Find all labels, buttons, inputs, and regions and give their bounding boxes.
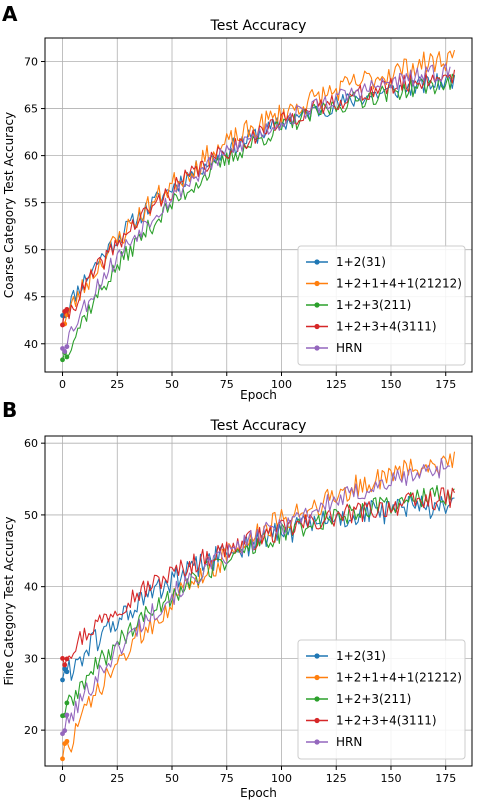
series-start-point (64, 306, 70, 312)
series-start-point (60, 655, 65, 661)
x-tick-label: 100 (271, 772, 292, 785)
x-tick-label: 125 (326, 378, 347, 391)
plot-frame (44, 435, 473, 767)
y-tick-label: 60 (24, 437, 38, 450)
series-start-point (64, 669, 70, 675)
y-tick-label: 65 (24, 103, 38, 116)
legend-box (297, 245, 466, 366)
y-tick-label: 40 (24, 581, 38, 594)
y-tick-label: 60 (24, 150, 38, 163)
x-tick-label: 75 (220, 378, 234, 391)
y-tick-label: 70 (24, 56, 38, 69)
y-tick-label: 45 (24, 291, 38, 304)
plot-frame (44, 37, 473, 373)
series-start-point (60, 756, 65, 762)
x-axis-label: Epoch (240, 388, 277, 402)
legend-entry: 1+2+3(211) (336, 298, 411, 312)
y-tick-label: 20 (24, 724, 38, 737)
legend-entry: 1+2+3+4(3111) (336, 714, 437, 728)
series-start-point (64, 700, 70, 706)
series-start-point (62, 662, 68, 668)
legend-marker (314, 717, 320, 724)
legend-box (297, 639, 466, 760)
fine-accuracy-chart: 0 25 50 75 100 125 150 175 20 30 40 50 60 Test Accura… (2, 418, 473, 800)
series-line (62, 485, 455, 717)
legend-entry: 1+2+1+4+1(21212) (336, 277, 462, 291)
y-tick-label: 50 (24, 244, 38, 257)
y-tick-label: 50 (24, 509, 38, 522)
x-axis-label: Epoch (240, 786, 277, 800)
legend-marker (314, 653, 320, 659)
x-tick-label: 0 (59, 772, 66, 785)
series-group (60, 49, 456, 363)
series-line (62, 63, 451, 353)
x-tick-label: 150 (380, 378, 401, 391)
x-tick-label: 125 (326, 772, 347, 785)
panel-letter-a: A (2, 2, 18, 26)
legend-entry: 1+2+3+4(3111) (336, 320, 437, 334)
x-tick-label: 175 (435, 378, 456, 391)
legend-entry: HRN (336, 341, 362, 355)
x-tick-label: 25 (110, 378, 124, 391)
series-start-point (64, 354, 70, 360)
series-line (62, 457, 451, 735)
x-tick-label: 0 (59, 378, 66, 391)
panel-letter-b: B (2, 398, 17, 422)
x-tick-label: 100 (271, 378, 292, 391)
legend-marker (314, 280, 320, 287)
series-start-point (62, 349, 68, 355)
legend-marker (314, 259, 320, 265)
legend-entry: 1+2(31) (336, 649, 386, 663)
series-group (60, 451, 456, 762)
y-tick-label: 55 (24, 197, 38, 210)
y-axis-label: Fine Category Test Accuracy (2, 516, 16, 685)
coarse-accuracy-chart: 0 25 50 75 100 125 150 175 40 45 50 55 60 65 70 Test Ac… (2, 18, 473, 402)
x-tick-label: 150 (380, 772, 401, 785)
legend-marker (314, 674, 320, 681)
series-start-point (60, 357, 65, 363)
y-tick-label: 40 (24, 338, 38, 351)
legend-entry: 1+2+1+4+1(21212) (336, 671, 462, 685)
legend-marker (314, 323, 320, 330)
chart-title: Test Accuracy (210, 418, 307, 434)
x-tick-label: 175 (435, 772, 456, 785)
series-start-point (64, 344, 70, 350)
series-start-point (62, 728, 68, 734)
chart-title: Test Accuracy (210, 18, 307, 34)
series-start-point (64, 712, 70, 718)
legend-entry: HRN (336, 735, 362, 749)
series-start-point (60, 322, 65, 328)
y-tick-label: 30 (24, 652, 38, 665)
legend: 1+2(31) 1+2+1+4+1(21212) 1+2+3(211) 1+2+3+4… (297, 245, 466, 366)
x-tick-label: 50 (165, 772, 179, 785)
legend-marker (314, 696, 320, 702)
series-start-point (64, 656, 70, 662)
x-tick-label: 25 (110, 772, 124, 785)
legend-marker (314, 739, 320, 745)
legend-entry: 1+2(31) (336, 255, 386, 269)
legend-marker (314, 345, 320, 351)
series-start-point (64, 738, 70, 744)
legend-marker (314, 302, 320, 308)
x-tick-label: 75 (220, 772, 234, 785)
y-axis-label: Coarse Category Test Accuracy (2, 112, 16, 298)
legend: 1+2(31) 1+2+1+4+1(21212) 1+2+3(211) 1+2+3+4… (297, 639, 466, 760)
series-line (61, 487, 455, 666)
series-start-point (60, 677, 65, 683)
legend-entry: 1+2+3(211) (336, 692, 411, 706)
x-tick-label: 50 (165, 378, 179, 391)
